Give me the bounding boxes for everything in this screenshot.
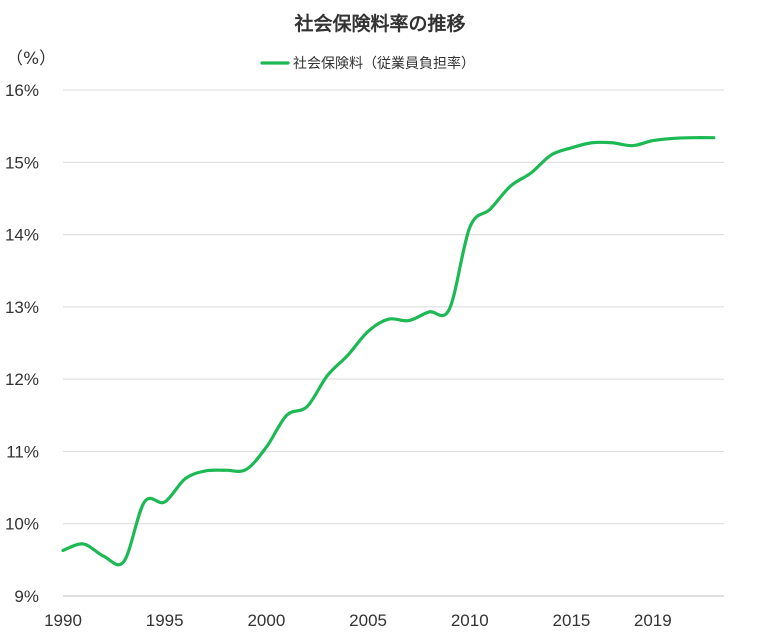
y-tick-label: 15%: [5, 153, 39, 172]
x-tick-label: 2005: [349, 611, 387, 630]
legend-label: 社会保険料（従業員負担率）: [293, 55, 475, 72]
y-tick-label: 16%: [5, 81, 39, 100]
x-tick-label: 1995: [146, 611, 184, 630]
y-tick-label: 13%: [5, 298, 39, 317]
y-axis-ticks: 9% 10% 11% 12% 13% 14% 15% 16%: [5, 81, 39, 606]
gridlines: [63, 89, 724, 597]
x-tick-label: 2010: [451, 611, 489, 630]
x-axis-ticks: 1990 1995 2000 2005 2010 2015 2019: [44, 611, 672, 630]
y-tick-label: 14%: [5, 226, 39, 245]
legend: 社会保険料（従業員負担率）: [260, 55, 475, 72]
series-line: [61, 136, 716, 567]
y-axis-unit-label: （%）: [6, 49, 56, 69]
x-tick-label: 2015: [553, 611, 591, 630]
y-tick-label: 12%: [5, 370, 39, 389]
x-tick-label: 1990: [44, 611, 82, 630]
series-layer: [61, 136, 716, 567]
x-tick-label: 2019: [634, 611, 672, 630]
y-tick-label: 10%: [5, 515, 39, 534]
y-tick-label: 9%: [14, 587, 39, 606]
chart-title: 社会保険料率の推移: [293, 12, 465, 35]
y-tick-label: 11%: [6, 442, 39, 461]
x-tick-label: 2000: [247, 611, 285, 630]
